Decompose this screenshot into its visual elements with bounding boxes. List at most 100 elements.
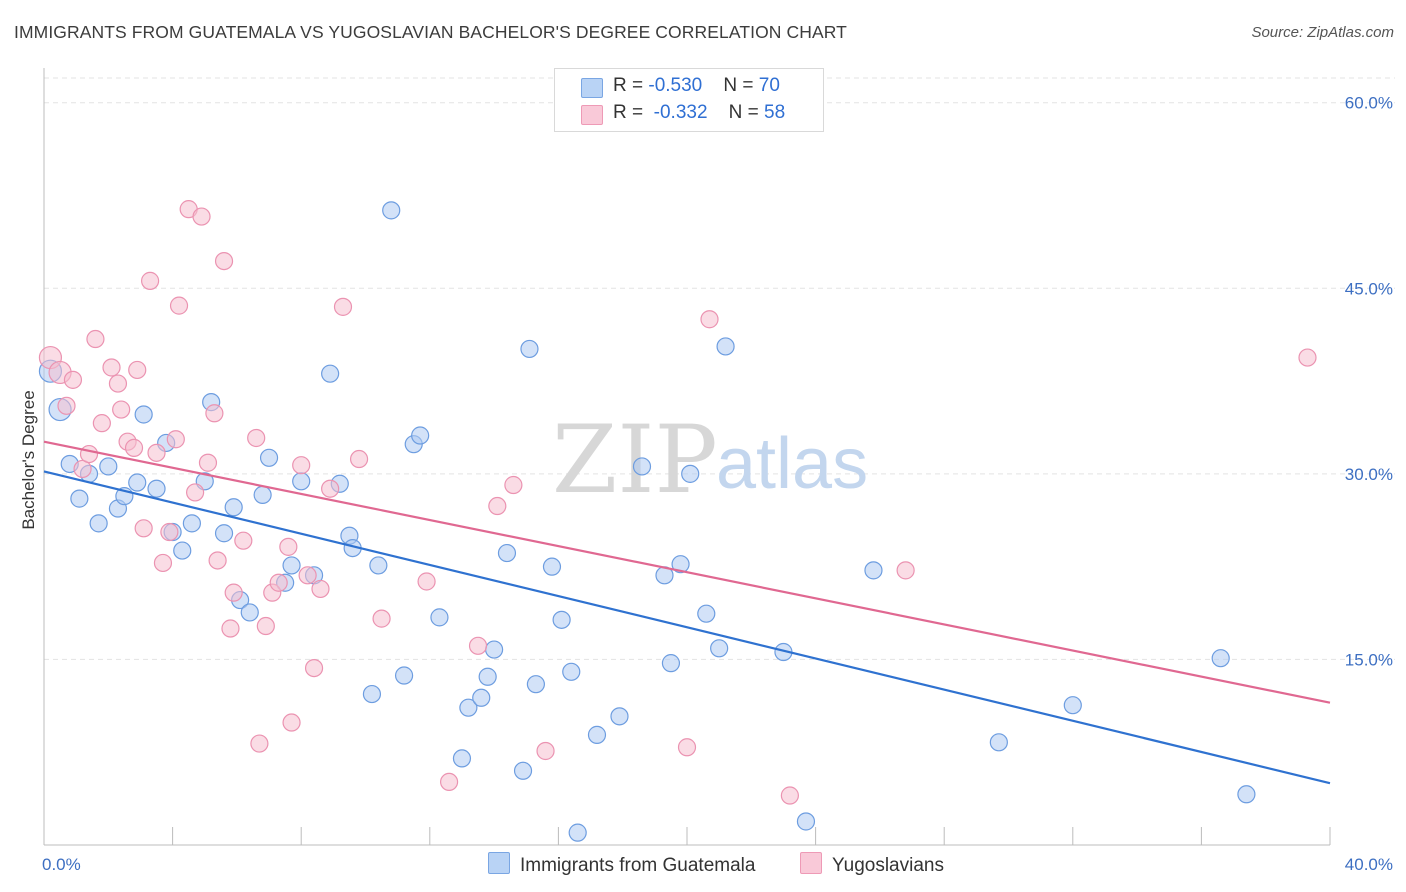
legend-n-value-yugoslavians: 58 [764,102,786,123]
yugoslavians-point [282,713,301,732]
yugoslavians-point [279,537,298,556]
guatemala-point [671,555,690,574]
watermark-atlas: atlas [716,424,868,504]
guatemala-point [568,823,587,842]
yugoslavians-point [108,374,128,393]
guatemala-point [497,543,517,563]
guatemala-point [1237,785,1256,804]
yugoslavians-point [372,609,391,628]
guatemala-point [369,556,388,575]
guatemala-point [632,457,652,476]
legend-r-value-yugoslavians: -0.332 [653,102,708,123]
legend-swatch-yugoslavians [581,105,603,125]
x-tick-labels: 0.0% 40.0% [42,855,1393,874]
yugoslavians-point [504,475,523,495]
yugoslavians-point [214,251,234,271]
legend-r-label: R = [613,75,649,96]
guatemala-point [552,610,571,629]
y-tick-label: 30.0% [1345,465,1393,484]
yugoslavians-point [896,561,915,580]
guatemala-point [710,639,729,658]
watermark: ZIP atlas [552,406,868,515]
guatemala-point [70,489,89,508]
yugoslavians-point [221,619,240,638]
yugoslavians-point [536,741,555,761]
y-tick-label: 60.0% [1345,94,1393,113]
trend-lines [43,440,1331,785]
yugoslavians-point [166,430,185,449]
yugoslavians-point [349,449,369,469]
yugoslavians-point [247,428,266,448]
yugoslavians-point [298,566,317,585]
guatemala-point [128,473,147,492]
yugoslavians-point [92,414,111,433]
yugoslavians-point [208,551,227,570]
guatemala-point [864,561,883,580]
guatemala-point [697,604,716,623]
guatemala-point [681,464,700,483]
guatemala-point [173,541,192,560]
bottom-legend-guatemala: Immigrants from Guatemala [488,852,755,877]
yugoslavians-point [160,522,179,542]
guatemala-point [147,479,166,498]
guatemala-point [182,514,201,533]
yugoslavians-point [224,583,243,602]
watermark-zip: ZIP [552,406,718,515]
legend-swatch-guatemala [581,78,603,98]
yugoslavians-point [468,636,488,655]
legend-n-label: N = [728,102,765,123]
yugoslavians-point [250,734,269,753]
guatemala-point [587,725,607,744]
guatemala-point [253,485,272,505]
yugoslavians-point [124,438,144,457]
yugoslavians-point [186,483,205,502]
yugoslavians-point [63,370,83,389]
yugoslavians-point [439,772,459,792]
yugoslavians-point [1298,348,1317,367]
series-guatemala-points [38,201,1256,842]
yugoslavians-point [311,579,330,599]
bottom-legend-swatch-guatemala [488,852,510,874]
yugoslavians-point [57,396,76,415]
yugoslavians-point [417,572,436,591]
series-yugoslavians-points [38,200,1317,805]
yugoslavians-point [128,360,147,380]
guatemala-point [394,666,414,685]
guatemala-point [472,688,491,707]
yugoslavians-point [86,329,105,349]
yugoslavians-point [153,553,173,573]
guatemala-point [513,761,533,780]
bottom-legend-swatch-yugoslavians [800,852,822,874]
guatemala-point [452,749,472,768]
guatemala-point [134,405,153,424]
yugoslavians-point [269,573,288,592]
y-tick-label: 15.0% [1345,650,1393,669]
yugoslavians-point [321,479,340,498]
guatemala-point [1211,649,1230,668]
bottom-legend-label-guatemala: Immigrants from Guatemala [520,855,756,876]
bottom-legend-label-yugoslavians: Yugoslavians [832,855,944,876]
trend-line-yugoslavians [43,440,1331,704]
y-tick-label: 45.0% [1345,279,1393,298]
x-tick-label-min: 0.0% [42,855,81,874]
yugoslavians-point [292,456,311,475]
guatemala-point [796,812,816,831]
yugoslavians-point [79,444,99,464]
trend-line-guatemala [43,470,1331,785]
grid-lines [44,77,1395,660]
legend-r-label: R = [613,102,649,123]
yugoslavians-point [169,296,189,315]
yugoslavians-point [102,358,121,377]
guatemala-point [321,364,340,383]
yugoslavians-point [112,400,131,419]
guatemala-point [282,556,301,575]
guatemala-point [661,654,681,673]
guatemala-point [99,457,118,476]
axes [43,68,1331,846]
yugoslavians-point [780,786,799,805]
guatemala-point [382,201,401,220]
yugoslavians-point [333,297,353,316]
yugoslavians-point [205,404,224,423]
guatemala-point [542,557,562,576]
